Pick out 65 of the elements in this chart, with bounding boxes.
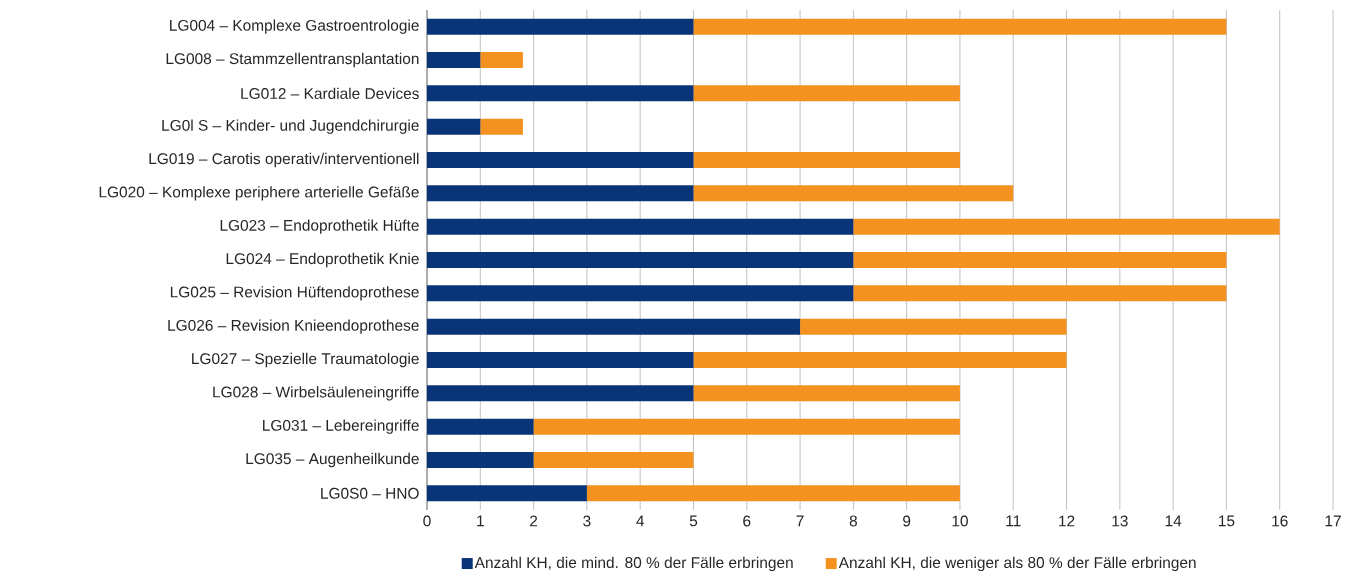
bar (693, 152, 960, 168)
y-tick-label: LG004 – Komplexe Gastroentrologie (170, 19, 419, 34)
bar (800, 318, 1067, 335)
bar (693, 185, 1014, 202)
bar (533, 418, 960, 435)
bar (427, 318, 801, 335)
y-tick-label: LG027 – Spezielle Traumatologie (192, 352, 419, 368)
y-tick-label: LG019 – Carotis operativ/interventionell (149, 152, 419, 168)
bar (693, 385, 960, 402)
bar (853, 252, 1227, 268)
y-tick-label: LG023 – Endoprothetik Hüfte (220, 219, 419, 234)
bar (427, 52, 481, 68)
y-tick-label: LG026 – Revision Knieendoprothese (168, 319, 419, 334)
y-tick-label: LG0S0 – HNO (321, 487, 419, 499)
x-tick-label: 6 (743, 515, 751, 527)
bar (533, 452, 694, 468)
bar (853, 285, 1227, 302)
bar (427, 352, 694, 368)
bar (427, 18, 694, 35)
x-tick-label: 5 (689, 515, 698, 527)
bar (586, 485, 960, 502)
y-tick-label: LG035 – Augenheilkunde (246, 452, 419, 468)
x-tick-label: 7 (796, 515, 804, 527)
bar (853, 218, 1280, 235)
bar (427, 418, 534, 435)
legend-label: Anzahl KH, die mind. 80 % der Fälle erbringen (474, 556, 793, 572)
bar (427, 485, 587, 502)
bar (480, 52, 523, 68)
y-tick-label: LG028 – Wirbelsäuleneingriffe (213, 386, 419, 401)
bar (427, 218, 854, 235)
x-tick-label: 4 (636, 515, 645, 527)
x-tick-label: 2 (530, 515, 538, 527)
x-tick-label: 15 (1219, 515, 1235, 527)
y-tick-label: LG008 – Stammzellentransplantation (166, 52, 419, 68)
legend-label: Anzahl KH, die weniger als 80 % der Fälle erbringen (838, 556, 1196, 572)
bar (427, 285, 854, 302)
x-tick-label: 8 (849, 515, 857, 527)
x-tick-label: 11 (1006, 515, 1021, 527)
y-tick-label: LG0l S – Kinder- und Jugendchirurgie (162, 119, 419, 134)
x-tick-label: 13 (1112, 515, 1128, 527)
bar (427, 385, 694, 402)
bar (427, 252, 854, 268)
y-tick-label: LG020 – Komplexe periphere arterielle Gefäße (99, 186, 419, 201)
bar (693, 85, 960, 102)
x-tick-label: 3 (583, 515, 591, 527)
y-tick-label: LG031 – Lebereingriffe (263, 419, 419, 434)
x-tick-label: 16 (1272, 515, 1288, 527)
bar (427, 118, 481, 135)
y-tick-label: LG012 – Kardiale Devices (241, 87, 419, 100)
x-tick-label: 10 (952, 515, 968, 527)
bar (693, 352, 1067, 368)
bar (480, 118, 523, 135)
bar (693, 18, 1227, 35)
x-tick-label: 17 (1325, 515, 1341, 527)
y-tick-label: LG024 – Endoprothetik Knie (226, 252, 419, 268)
y-tick-label: LG025 – Revision Hüftendoprothese (170, 286, 419, 301)
x-tick-label: 1 (477, 515, 484, 527)
bar (427, 85, 694, 102)
x-tick-label: 14 (1165, 515, 1182, 527)
bar (427, 152, 694, 168)
bar (427, 452, 534, 468)
x-tick-label: 9 (903, 515, 911, 527)
bar (427, 185, 694, 202)
x-tick-label: 12 (1059, 515, 1075, 527)
x-tick-label: 0 (423, 515, 431, 527)
